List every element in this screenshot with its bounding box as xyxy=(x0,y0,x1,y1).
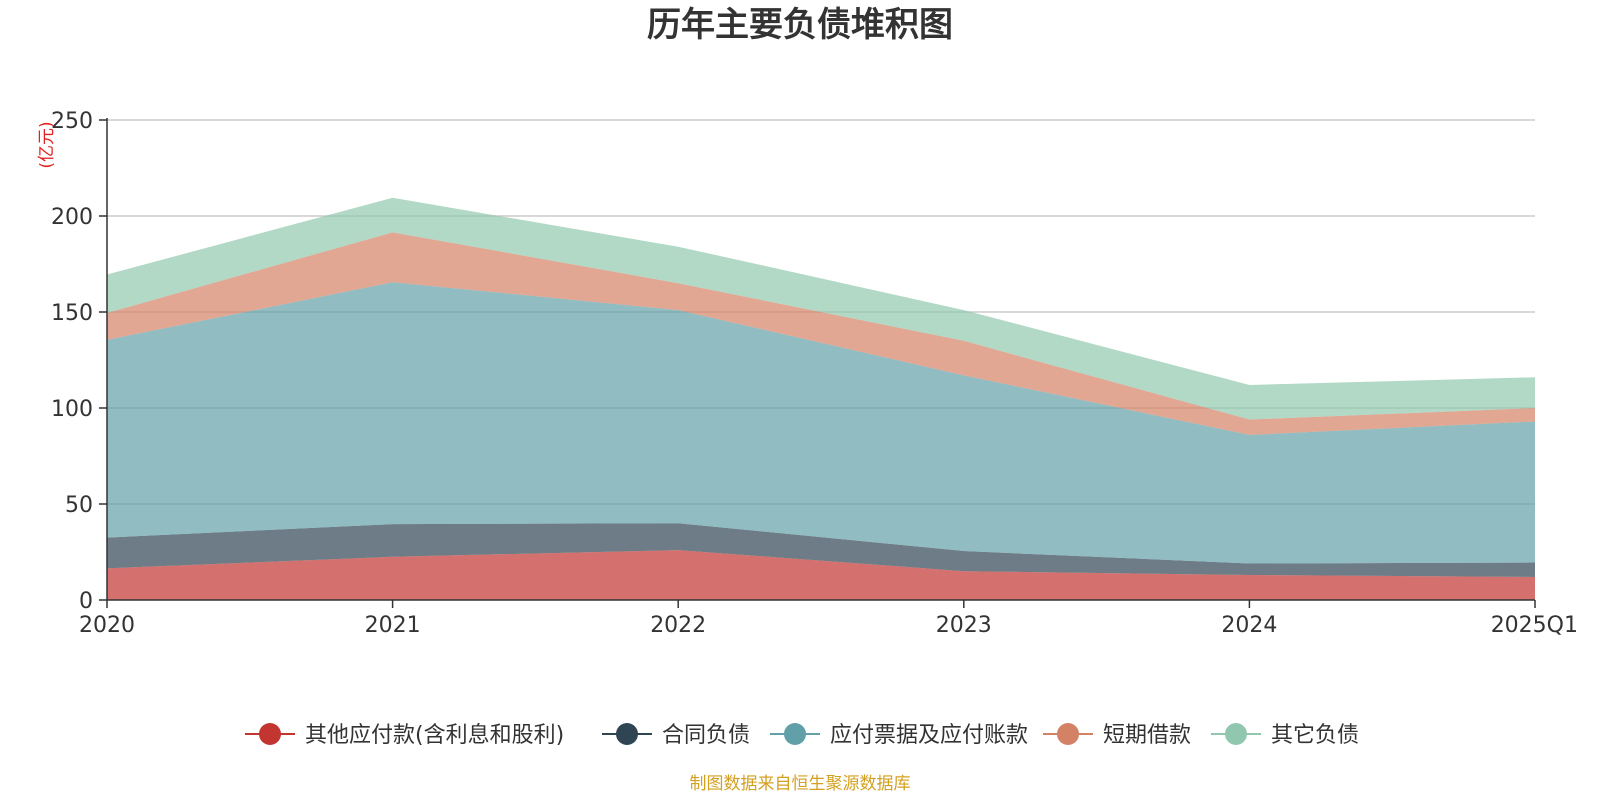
legend-marker xyxy=(616,723,638,745)
area-series-0 xyxy=(107,550,1535,600)
y-tick-label: 200 xyxy=(51,205,93,230)
y-tick-label: 50 xyxy=(65,493,93,518)
legend-item-3: 短期借款 xyxy=(1043,723,1191,748)
legend-marker xyxy=(784,723,806,745)
area-series xyxy=(107,197,1535,600)
legend-marker xyxy=(259,723,281,745)
y-axis-ticks: 0 50 100 150 200 250 xyxy=(51,109,107,614)
y-tick-label: 150 xyxy=(51,301,93,326)
x-tick-label: 2022 xyxy=(650,613,706,638)
y-tick-label: 0 xyxy=(79,589,93,614)
y-tick-label: 250 xyxy=(51,109,93,134)
y-tick-label: 100 xyxy=(51,397,93,422)
area-series-2 xyxy=(107,282,1535,564)
x-tick-label: 2025Q1 xyxy=(1491,613,1578,638)
legend-label: 短期借款 xyxy=(1103,723,1191,748)
chart-title: 历年主要负债堆积图 xyxy=(647,5,953,45)
x-axis-ticks: 2020 2021 2022 2023 2024 2025Q1 xyxy=(79,600,1578,638)
x-tick-label: 2023 xyxy=(936,613,992,638)
x-tick-label: 2021 xyxy=(365,613,421,638)
legend-item-2: 应付票据及应付账款 xyxy=(770,723,1028,748)
legend-label: 应付票据及应付账款 xyxy=(830,723,1028,748)
legend-marker xyxy=(1225,723,1247,745)
area-series-3 xyxy=(107,232,1535,435)
legend-label: 其它负债 xyxy=(1271,723,1359,748)
legend-item-4: 其它负债 xyxy=(1211,723,1359,748)
area-series-1 xyxy=(107,523,1535,577)
legend-label: 合同负债 xyxy=(662,723,750,748)
x-tick-label: 2024 xyxy=(1221,613,1277,638)
legend-item-1: 合同负债 xyxy=(602,723,750,748)
legend: 其他应付款(含利息和股利) 合同负债 应付票据及应付账款 短期借款 其它负债 xyxy=(245,723,1359,748)
legend-item-0: 其他应付款(含利息和股利) xyxy=(245,723,564,748)
legend-label: 其他应付款(含利息和股利) xyxy=(305,723,564,748)
legend-marker xyxy=(1057,723,1079,745)
y-axis-unit: (亿元) xyxy=(37,121,57,168)
area-series-4 xyxy=(107,197,1535,420)
x-tick-label: 2020 xyxy=(79,613,135,638)
data-source: 制图数据来自恒生聚源数据库 xyxy=(690,774,911,794)
axes xyxy=(106,118,1535,601)
